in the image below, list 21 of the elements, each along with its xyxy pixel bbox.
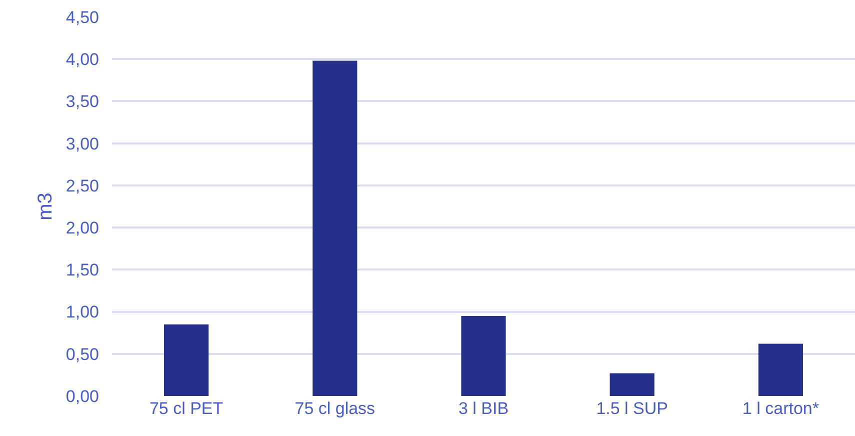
- x-tick-label: 1.5 l SUP: [596, 399, 668, 418]
- bar: [610, 373, 654, 396]
- y-tick-label: 1,00: [66, 302, 99, 322]
- x-tick-label: 3 l BIB: [458, 399, 509, 418]
- bar: [758, 344, 803, 396]
- x-tick-label: 1 l carton*: [742, 399, 820, 418]
- y-tick-label: 0,50: [66, 344, 99, 364]
- y-tick-label: 4,00: [66, 50, 99, 70]
- y-axis-title: m3: [34, 192, 56, 220]
- bar: [461, 316, 506, 396]
- y-tick-label: 0,00: [66, 386, 99, 406]
- y-tick-label: 2,50: [66, 176, 99, 196]
- x-tick-label: 75 cl PET: [149, 399, 224, 418]
- y-tick-label: 1,50: [66, 260, 99, 280]
- y-tick-label: 4,50: [66, 8, 99, 27]
- bar: [312, 60, 358, 396]
- bar: [164, 324, 209, 396]
- y-tick-label: 2,00: [66, 218, 99, 238]
- x-tick-label: 75 cl glass: [294, 399, 376, 418]
- y-tick-label: 3,00: [66, 134, 99, 154]
- y-tick-label: 3,50: [66, 92, 99, 112]
